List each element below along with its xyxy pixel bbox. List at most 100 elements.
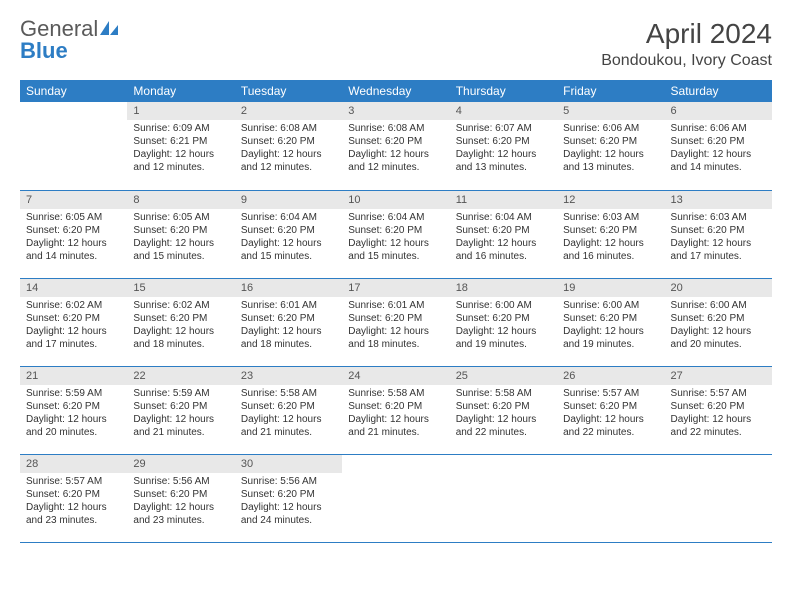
day-info: Sunrise: 6:00 AMSunset: 6:20 PMDaylight:…: [450, 297, 557, 355]
sunrise-line: Sunrise: 5:57 AM: [671, 387, 766, 400]
day-number: 11: [450, 191, 557, 209]
day-number: 2: [235, 102, 342, 120]
day-number: 25: [450, 367, 557, 385]
day-cell: 6Sunrise: 6:06 AMSunset: 6:20 PMDaylight…: [665, 102, 772, 190]
sunrise-line: Sunrise: 6:04 AM: [241, 211, 336, 224]
sunrise-line: Sunrise: 5:58 AM: [348, 387, 443, 400]
day-cell: 15Sunrise: 6:02 AMSunset: 6:20 PMDayligh…: [127, 278, 234, 366]
sunset-line: Sunset: 6:20 PM: [133, 224, 228, 237]
sunrise-line: Sunrise: 5:58 AM: [456, 387, 551, 400]
day-info: Sunrise: 5:57 AMSunset: 6:20 PMDaylight:…: [665, 385, 772, 443]
sunset-line: Sunset: 6:20 PM: [456, 224, 551, 237]
title-block: April 2024 Bondoukou, Ivory Coast: [601, 18, 772, 70]
daylight-line: Daylight: 12 hours and 15 minutes.: [133, 237, 228, 263]
daylight-line: Daylight: 12 hours and 15 minutes.: [241, 237, 336, 263]
dow-header: Tuesday: [235, 80, 342, 102]
day-number: 13: [665, 191, 772, 209]
logo-sail-icon: [98, 18, 120, 40]
daylight-line: Daylight: 12 hours and 14 minutes.: [26, 237, 121, 263]
logo-part2: Blue: [20, 38, 68, 63]
daylight-line: Daylight: 12 hours and 13 minutes.: [563, 148, 658, 174]
day-number: 16: [235, 279, 342, 297]
daylight-line: Daylight: 12 hours and 22 minutes.: [456, 413, 551, 439]
day-number: 8: [127, 191, 234, 209]
daylight-line: Daylight: 12 hours and 21 minutes.: [241, 413, 336, 439]
day-cell: 16Sunrise: 6:01 AMSunset: 6:20 PMDayligh…: [235, 278, 342, 366]
sunrise-line: Sunrise: 5:56 AM: [133, 475, 228, 488]
day-cell: 24Sunrise: 5:58 AMSunset: 6:20 PMDayligh…: [342, 366, 449, 454]
daylight-line: Daylight: 12 hours and 12 minutes.: [133, 148, 228, 174]
sunrise-line: Sunrise: 5:57 AM: [26, 475, 121, 488]
day-info: Sunrise: 6:01 AMSunset: 6:20 PMDaylight:…: [342, 297, 449, 355]
dow-header: Friday: [557, 80, 664, 102]
dow-row: SundayMondayTuesdayWednesdayThursdayFrid…: [20, 80, 772, 102]
daylight-line: Daylight: 12 hours and 18 minutes.: [241, 325, 336, 351]
day-info: Sunrise: 5:56 AMSunset: 6:20 PMDaylight:…: [235, 473, 342, 531]
day-info: Sunrise: 6:09 AMSunset: 6:21 PMDaylight:…: [127, 120, 234, 178]
day-info: Sunrise: 6:03 AMSunset: 6:20 PMDaylight:…: [557, 209, 664, 267]
sunrise-line: Sunrise: 6:09 AM: [133, 122, 228, 135]
sunrise-line: Sunrise: 6:00 AM: [563, 299, 658, 312]
day-number: 18: [450, 279, 557, 297]
sunset-line: Sunset: 6:20 PM: [671, 135, 766, 148]
sunrise-line: Sunrise: 6:05 AM: [133, 211, 228, 224]
day-info: Sunrise: 6:08 AMSunset: 6:20 PMDaylight:…: [342, 120, 449, 178]
sunset-line: Sunset: 6:20 PM: [26, 488, 121, 501]
week-row: 21Sunrise: 5:59 AMSunset: 6:20 PMDayligh…: [20, 366, 772, 454]
sunset-line: Sunset: 6:20 PM: [241, 135, 336, 148]
sunrise-line: Sunrise: 5:59 AM: [26, 387, 121, 400]
sunset-line: Sunset: 6:20 PM: [348, 312, 443, 325]
sunset-line: Sunset: 6:20 PM: [348, 400, 443, 413]
day-number: 17: [342, 279, 449, 297]
dow-header: Monday: [127, 80, 234, 102]
day-info: Sunrise: 5:59 AMSunset: 6:20 PMDaylight:…: [127, 385, 234, 443]
day-cell: 8 Sunrise: 6:05 AMSunset: 6:20 PMDaylight…: [127, 190, 234, 278]
day-info: Sunrise: 6:06 AMSunset: 6:20 PMDaylight:…: [665, 120, 772, 178]
sunrise-line: Sunrise: 6:00 AM: [456, 299, 551, 312]
dow-header: Sunday: [20, 80, 127, 102]
day-cell: 12Sunrise: 6:03 AMSunset: 6:20 PMDayligh…: [557, 190, 664, 278]
day-cell: [665, 454, 772, 542]
sunset-line: Sunset: 6:20 PM: [671, 312, 766, 325]
day-number: 14: [20, 279, 127, 297]
daylight-line: Daylight: 12 hours and 14 minutes.: [671, 148, 766, 174]
day-cell: 10Sunrise: 6:04 AMSunset: 6:20 PMDayligh…: [342, 190, 449, 278]
day-cell: 29Sunrise: 5:56 AMSunset: 6:20 PMDayligh…: [127, 454, 234, 542]
sunset-line: Sunset: 6:20 PM: [133, 312, 228, 325]
week-row: 7Sunrise: 6:05 AMSunset: 6:20 PMDaylight…: [20, 190, 772, 278]
daylight-line: Daylight: 12 hours and 18 minutes.: [133, 325, 228, 351]
daylight-line: Daylight: 12 hours and 17 minutes.: [671, 237, 766, 263]
sunset-line: Sunset: 6:20 PM: [241, 400, 336, 413]
day-info: Sunrise: 6:00 AMSunset: 6:20 PMDaylight:…: [557, 297, 664, 355]
day-number: 5: [557, 102, 664, 120]
day-info: Sunrise: 5:59 AMSunset: 6:20 PMDaylight:…: [20, 385, 127, 443]
day-cell: 4Sunrise: 6:07 AMSunset: 6:20 PMDaylight…: [450, 102, 557, 190]
header: GeneralBlue April 2024 Bondoukou, Ivory …: [20, 18, 772, 70]
daylight-line: Daylight: 12 hours and 16 minutes.: [456, 237, 551, 263]
daylight-line: Daylight: 12 hours and 20 minutes.: [26, 413, 121, 439]
sunrise-line: Sunrise: 6:06 AM: [563, 122, 658, 135]
day-info: Sunrise: 5:57 AMSunset: 6:20 PMDaylight:…: [557, 385, 664, 443]
daylight-line: Daylight: 12 hours and 17 minutes.: [26, 325, 121, 351]
day-cell: [20, 102, 127, 190]
sunrise-line: Sunrise: 6:08 AM: [241, 122, 336, 135]
day-info: Sunrise: 6:00 AMSunset: 6:20 PMDaylight:…: [665, 297, 772, 355]
logo-text: GeneralBlue: [20, 18, 120, 62]
dow-header: Wednesday: [342, 80, 449, 102]
sunrise-line: Sunrise: 6:01 AM: [348, 299, 443, 312]
sunset-line: Sunset: 6:20 PM: [26, 312, 121, 325]
day-number: 30: [235, 455, 342, 473]
day-cell: 19Sunrise: 6:00 AMSunset: 6:20 PMDayligh…: [557, 278, 664, 366]
sunset-line: Sunset: 6:20 PM: [563, 135, 658, 148]
daylight-line: Daylight: 12 hours and 20 minutes.: [671, 325, 766, 351]
week-row: 28Sunrise: 5:57 AMSunset: 6:20 PMDayligh…: [20, 454, 772, 542]
day-cell: 11Sunrise: 6:04 AMSunset: 6:20 PMDayligh…: [450, 190, 557, 278]
sunset-line: Sunset: 6:21 PM: [133, 135, 228, 148]
day-info: Sunrise: 6:02 AMSunset: 6:20 PMDaylight:…: [127, 297, 234, 355]
daylight-line: Daylight: 12 hours and 13 minutes.: [456, 148, 551, 174]
week-row: 14Sunrise: 6:02 AMSunset: 6:20 PMDayligh…: [20, 278, 772, 366]
daylight-line: Daylight: 12 hours and 19 minutes.: [456, 325, 551, 351]
day-number: 21: [20, 367, 127, 385]
day-cell: [342, 454, 449, 542]
sunset-line: Sunset: 6:20 PM: [348, 135, 443, 148]
